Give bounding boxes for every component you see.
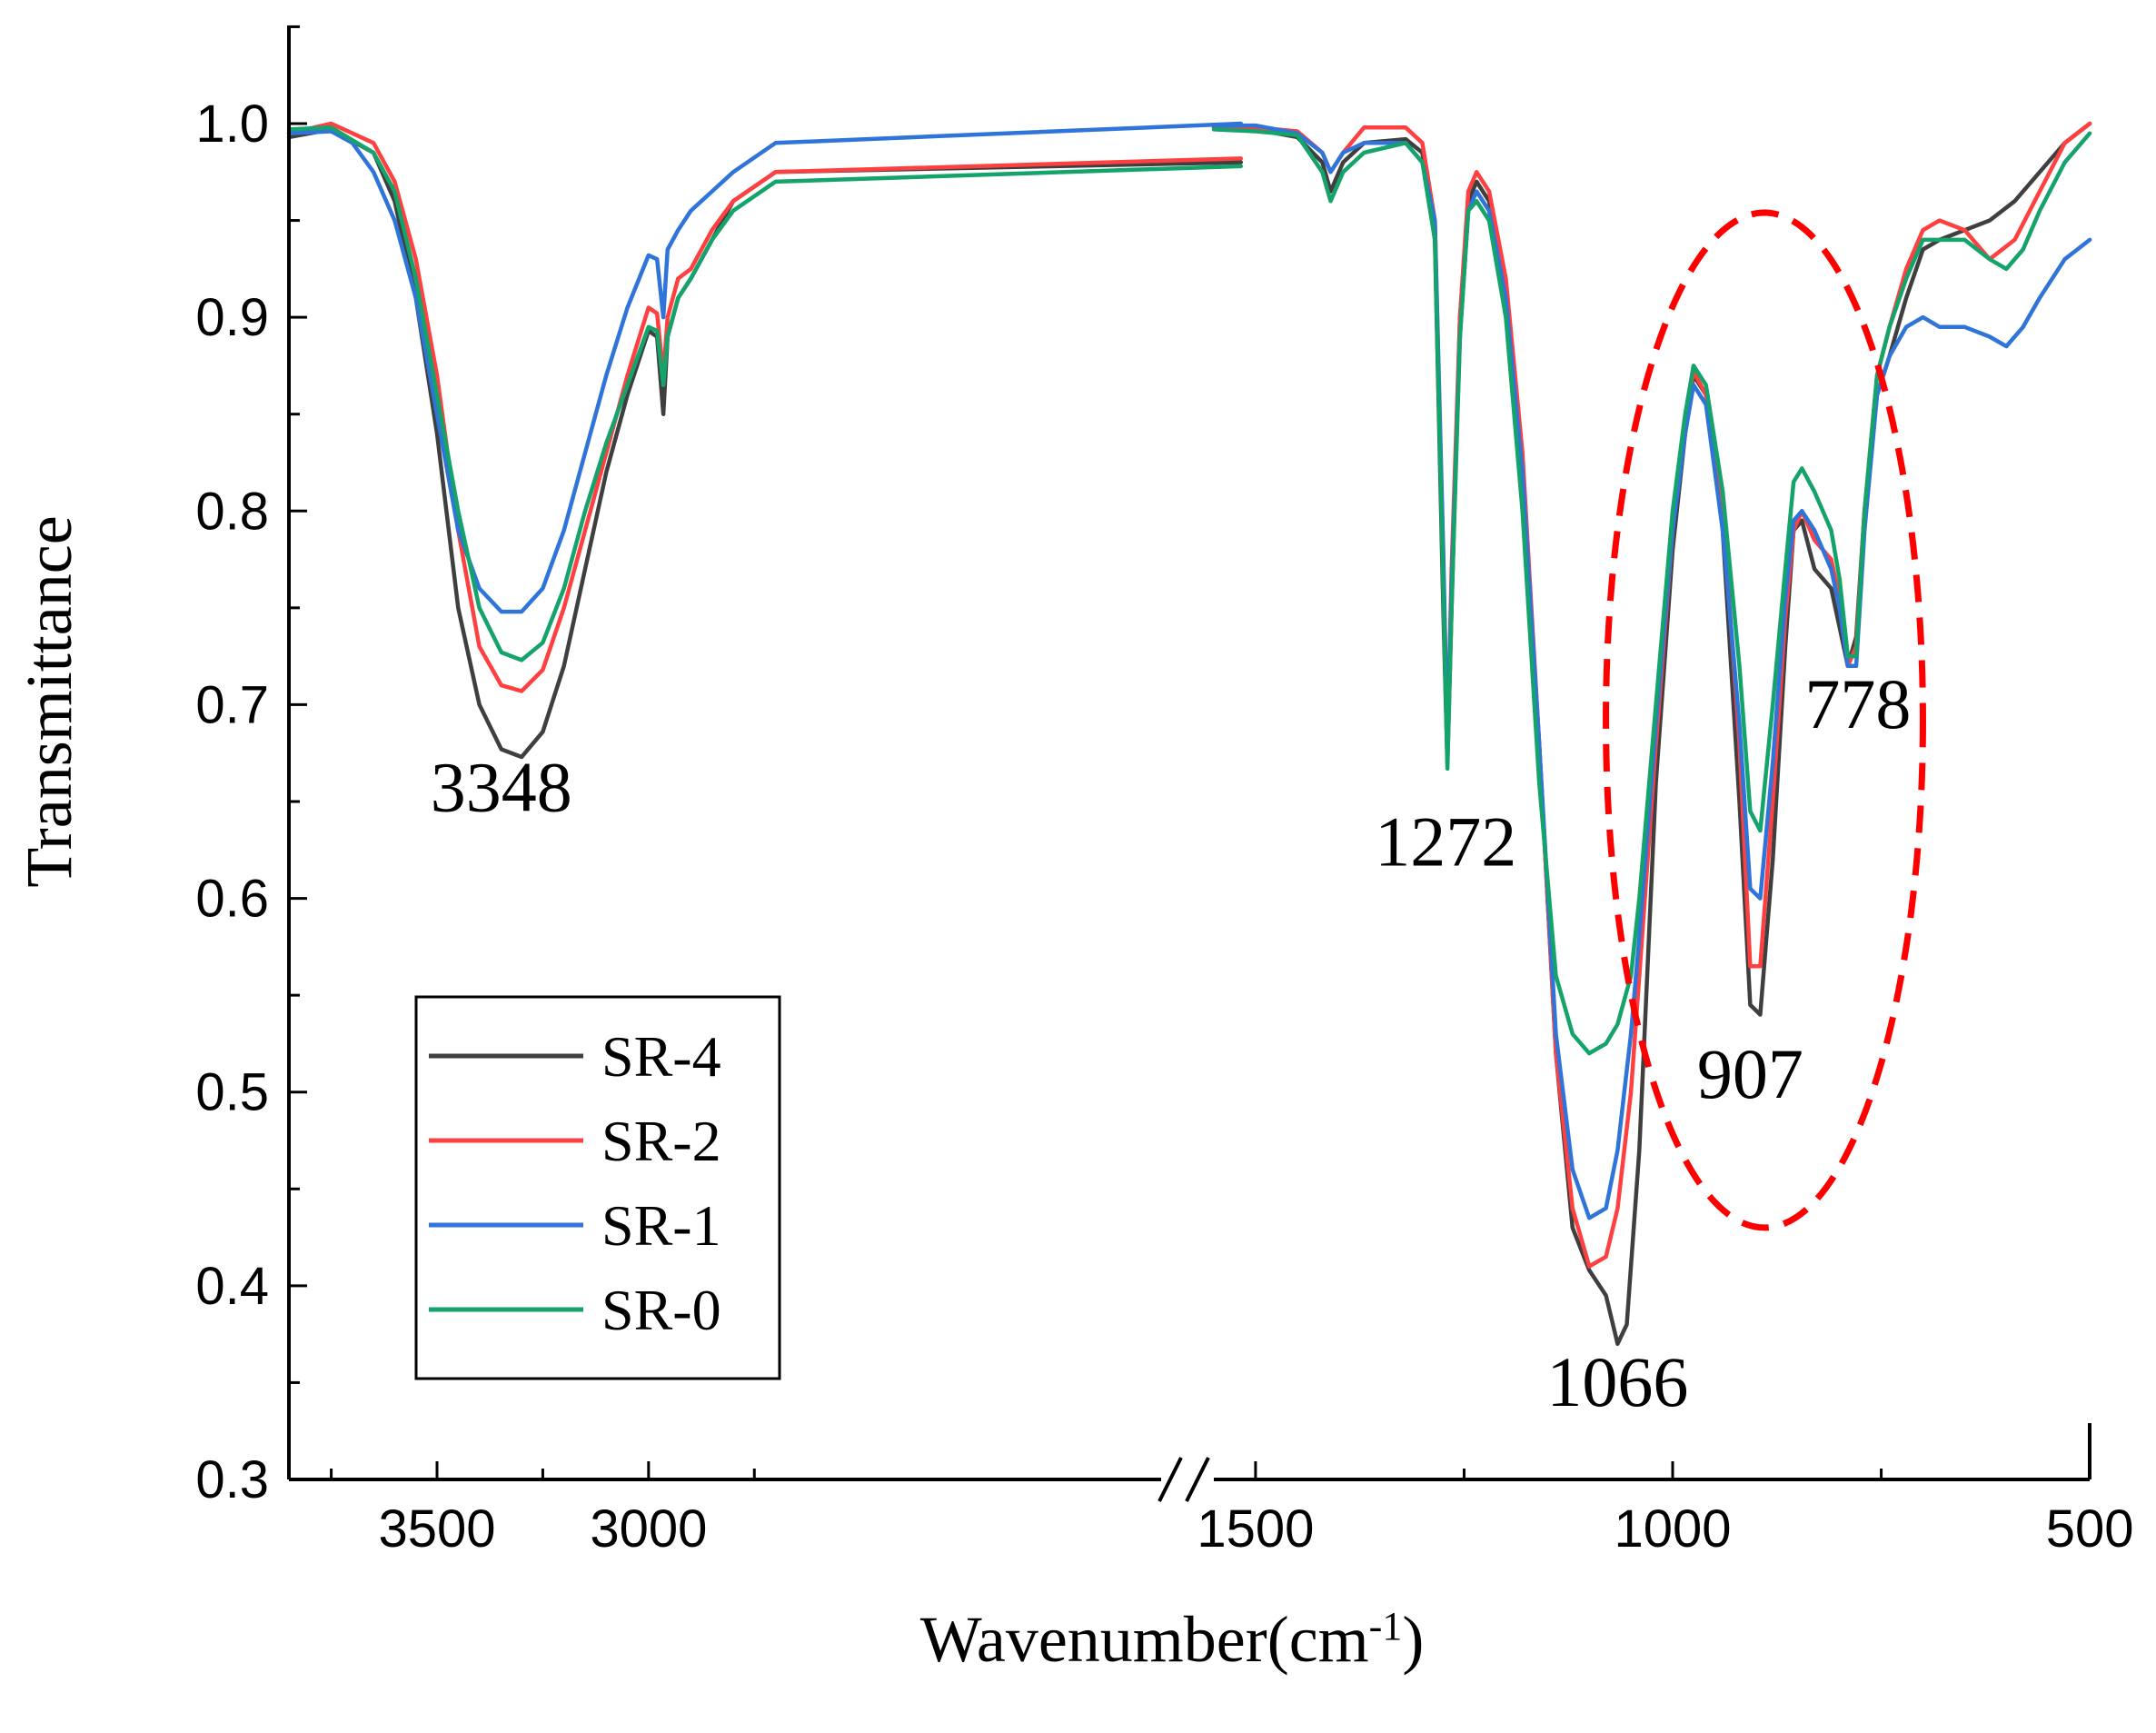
y-tick-label: 0.6 (195, 870, 269, 929)
peak-label-907: 907 (1697, 1034, 1803, 1113)
x-tick-label: 1000 (1614, 1499, 1731, 1559)
legend-label-sr-1: SR-1 (601, 1193, 721, 1258)
y-tick-label: 0.4 (195, 1257, 269, 1316)
legend-box (414, 995, 781, 1380)
peak-label-1272: 1272 (1375, 802, 1516, 881)
highlight-ellipse (1603, 209, 1926, 1231)
x-tick-label: 3500 (378, 1499, 495, 1559)
series-line-sr-0 (286, 125, 2092, 1056)
peak-annotations: 3348 1272 1066 907 778 (431, 664, 1912, 1421)
axis-break-marks (1157, 1457, 1210, 1502)
y-tick-label: 0.3 (195, 1450, 269, 1509)
peak-label-778: 778 (1804, 664, 1911, 743)
series-layer (286, 121, 2092, 1347)
y-tick-label: 0.8 (195, 482, 269, 541)
y-tick-label: 1.0 (195, 95, 269, 154)
x-tick-label: 1500 (1197, 1499, 1314, 1559)
x-axis-title-main: Wavenumber(cm (920, 1603, 1369, 1676)
axis-break-mark (1185, 1457, 1210, 1502)
legend-label-sr-4: SR-4 (601, 1024, 721, 1089)
y-ticks: 0.3 0.4 0.5 0.6 0.7 0.8 0.9 1.0 (195, 25, 307, 1509)
x-tick-label: 3000 (590, 1499, 707, 1559)
y-tick-label: 0.7 (195, 675, 269, 734)
x-axis-title-superscript: -1 (1369, 1604, 1403, 1648)
axis-break-mark (1157, 1457, 1183, 1502)
peak-label-1066: 1066 (1546, 1342, 1688, 1421)
x-tick-label: 500 (2046, 1499, 2134, 1559)
legend-label-sr-0: SR-0 (601, 1278, 721, 1342)
legend: SR-4 SR-2 SR-1 SR-0 (414, 995, 781, 1380)
x-axis-title: Wavenumber(cm-1) (920, 1603, 1425, 1676)
legend-label-sr-2: SR-2 (601, 1109, 721, 1173)
x-axis-title-close: ) (1402, 1603, 1424, 1676)
x-ticks: 3500 3000 1500 1000 500 (330, 1461, 2134, 1559)
y-tick-label: 0.5 (195, 1063, 269, 1122)
peak-label-3348: 3348 (431, 748, 572, 827)
legend-items: SR-4 SR-2 SR-1 SR-0 (429, 1024, 721, 1342)
y-tick-label: 0.9 (195, 288, 269, 347)
y-axis-title: Transmittance (13, 515, 85, 887)
